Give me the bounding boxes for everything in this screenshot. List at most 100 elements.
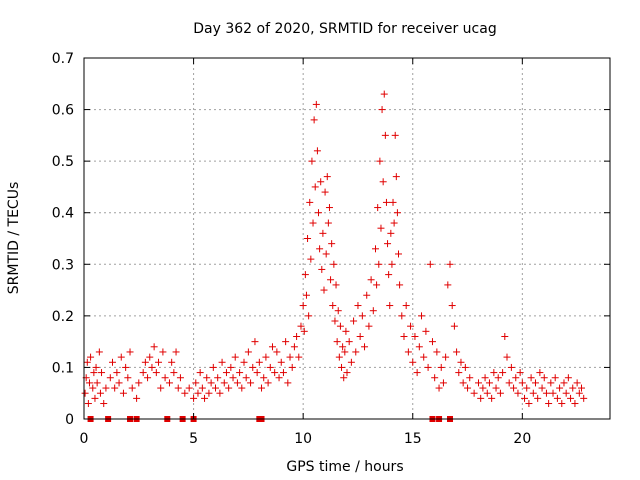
data-point [475,379,482,387]
data-point [185,384,193,392]
data-point [510,384,518,392]
data-point [361,343,369,351]
data-point [304,235,312,242]
data-point [95,348,103,356]
data-point [308,157,316,165]
data-point [113,369,121,377]
data-point [253,369,261,377]
x-tick-label: 15 [404,431,422,447]
data-point [266,363,274,371]
data-point [174,384,182,392]
data-point [84,400,92,408]
data-point [375,260,383,268]
data-point [477,394,485,402]
y-tick-label: 0.5 [52,154,74,170]
data-point [328,240,336,248]
data-point [249,363,257,371]
data-point [310,116,318,124]
data-point [168,358,176,366]
data-point [238,384,246,392]
data-point [384,240,392,248]
x-tick-label: 0 [80,431,89,447]
data-point [409,358,417,366]
data-point [148,363,156,371]
data-point [446,260,454,268]
data-point [139,369,147,377]
data-point [320,286,328,294]
data-point [386,302,394,310]
data-point [172,348,180,356]
data-point [233,379,241,387]
data-point [194,389,202,397]
data-point [251,338,259,346]
data-point [96,389,104,397]
data-point [264,379,272,387]
data-point [402,302,410,310]
data-point [339,343,347,351]
data-point [345,338,353,346]
data-point [247,379,255,387]
data-point [181,389,189,397]
data-point [209,363,217,371]
data-point [92,363,100,371]
data-point [459,379,467,387]
data-point [124,374,132,382]
data-point [442,353,450,361]
data-point [521,394,529,402]
data-point [299,302,307,310]
data-point [481,374,489,382]
data-point [518,379,526,387]
data-point [407,322,415,330]
data-point [329,302,337,310]
data-point [494,374,502,382]
data-point [307,255,315,263]
data-point [490,369,498,377]
data-point [444,281,452,289]
data-point [531,379,539,387]
data-point [388,260,396,268]
grid-lines [84,58,610,419]
data-point [542,389,550,397]
data-point [556,384,564,392]
data-point [551,374,559,382]
data-point [547,379,555,387]
data-point [295,353,303,361]
data-point [115,379,123,387]
data-point [216,389,224,397]
data-point [141,358,149,366]
data-point [260,374,268,382]
data-point [284,379,292,387]
data-point [273,348,281,356]
data-point [293,332,301,340]
data-point [448,302,456,310]
data-point [330,260,338,268]
data-point [150,343,158,351]
data-point [512,374,520,382]
data-point [336,322,344,330]
data-point [242,374,250,382]
data-point [553,394,561,402]
data-point [545,400,553,408]
data-point [190,394,198,402]
x-tick-label: 20 [513,431,531,447]
data-point [571,400,579,408]
data-point [437,363,445,371]
data-point [527,374,535,382]
data-point [376,157,384,165]
data-point [367,276,375,284]
data-point [327,276,335,284]
data-point [371,245,379,253]
data-point [365,322,373,330]
data-point [313,147,321,155]
data-point [413,369,421,377]
data-point [415,343,423,351]
data-point [322,250,330,258]
data-point [392,173,400,181]
data-point [525,400,533,408]
data-point [538,384,546,392]
data-point [279,369,287,377]
data-point [100,400,108,408]
data-point [203,374,211,382]
data-point [83,358,91,366]
data-point [374,204,382,212]
